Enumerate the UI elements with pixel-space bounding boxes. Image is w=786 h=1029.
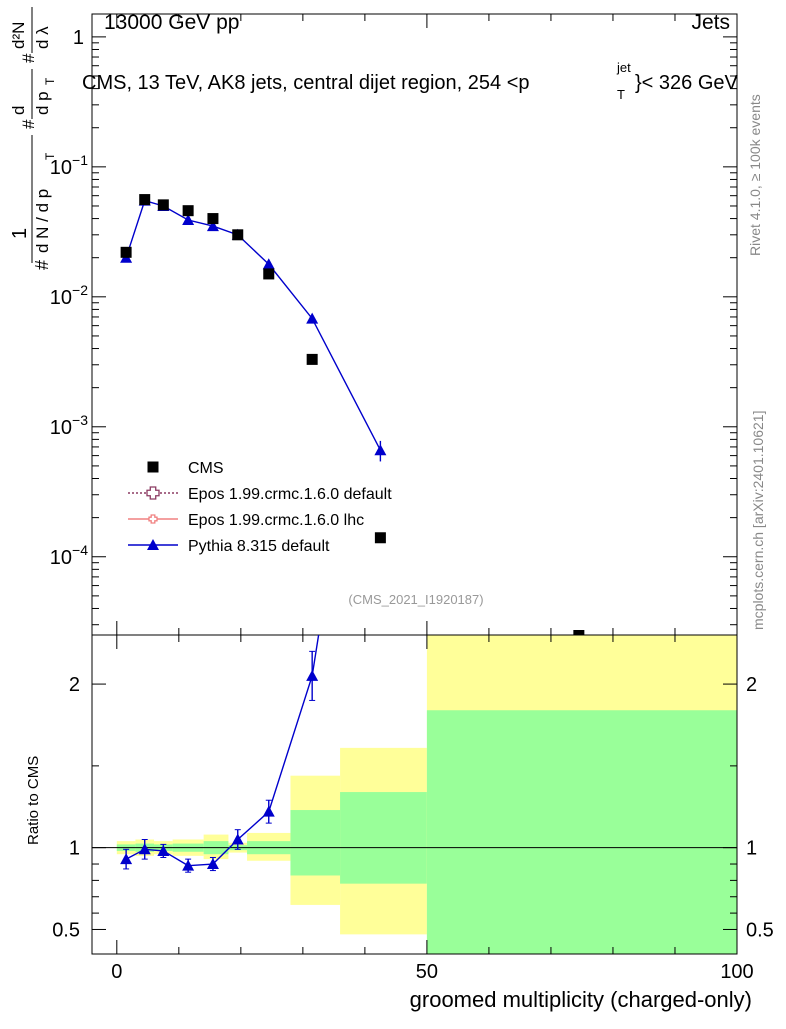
side-text-rivet: Rivet 4.1.0, ≥ 100k events [747,94,763,256]
pythia-ratio-point-5 [231,833,244,845]
pythia-ratio-point-3 [182,859,195,871]
svg-text:CMS, 13 TeV, AK8 jets, central: CMS, 13 TeV, AK8 jets, central dijet reg… [82,72,530,94]
legend-label-1: Epos 1.99.crmc.1.6.0 default [188,486,392,503]
pythia-point-4 [206,220,219,232]
pythia-ratio-point-6 [262,805,275,817]
y-tick-label-ratio-1: 1 [69,838,80,860]
y-tick-label-ratio-2: 2 [69,674,80,696]
svg-text:T: T [617,87,625,102]
legend-label-2: Epos 1.99.crmc.1.6.0 lhc [188,512,364,529]
plot-title: CMS, 13 TeV, AK8 jets, central dijet reg… [82,60,739,102]
pythia-ratio-point-0 [120,853,133,865]
y-tick-label-ratio-right-0: 0.5 [746,919,774,941]
cms-point-6 [263,268,275,280]
legend: CMS Epos 1.99.crmc.1.6.0 default Epos 1.99… [128,460,392,555]
svg-text:}< 326 GeV: }< 326 GeV [635,72,739,94]
cms-point-7 [306,353,318,365]
y-tick-label-main-0: 1 [73,27,84,49]
legend-marker-3 [147,539,159,550]
svg-text:d N / d p: d N / d p [33,189,52,253]
band-green-8 [340,792,427,884]
header-left: 13000 GeV pp [104,11,239,34]
svg-text:#: # [32,260,52,270]
analysis-label: (CMS_2021_I1920187) [348,592,483,607]
x-tick-label-1: 50 [416,961,438,983]
svg-text:jet: jet [616,60,631,75]
main-ylabel: # d N / d p T 1 # d p T d # d λ d²N [9,7,57,270]
ratio-uncertainty-bands [116,635,737,954]
legend-label-0: CMS [188,460,224,477]
cms-point-9 [573,630,585,635]
main-series [120,194,387,544]
x-tick-label-2: 100 [720,961,753,983]
svg-text:d p: d p [33,91,52,115]
cms-point-4 [207,213,219,225]
cms-point-0 [120,246,132,258]
cms-point-5 [232,229,244,241]
pythia-point-8 [374,444,387,456]
svg-text:T: T [43,152,57,160]
ratio-series [120,236,386,873]
pythia-ratio-point-7 [306,669,319,681]
legend-marker-0 [147,461,159,473]
y-tick-label-main-4: 10−4 [50,542,88,569]
pythia-point-6 [262,258,275,270]
svg-text:d: d [9,106,28,115]
legend-marker-2 [148,514,158,524]
ratio-frame [91,634,738,955]
x-axis-label: groomed multiplicity (charged-only) [410,987,752,1012]
ratio-ylabel: Ratio to CMS [25,756,42,845]
x-tick-label-0: 0 [111,961,122,983]
svg-text:#: # [19,53,38,63]
svg-text:d²N: d²N [9,22,28,49]
svg-text:1: 1 [9,228,31,239]
cms-point-overflow [573,630,585,635]
y-tick-label-ratio-right-2: 2 [746,674,757,696]
pythia-ratio-point-8 [374,236,386,247]
band-green-9 [426,710,737,954]
cms-point-1 [139,194,151,206]
pythia-line [125,199,382,451]
pythia-point-7 [306,312,319,324]
svg-text:T: T [43,77,57,85]
y-tick-label-main-3: 10−3 [50,412,88,439]
y-tick-label-main-2: 10−2 [50,282,88,309]
pythia-ratio-point-2 [157,844,170,856]
axis-ticks: 0 50 100 1 10−1 10−2 10−3 10−4 0.5 0.5 1 1 2 2 [50,14,774,983]
y-tick-label-main-1: 10−1 [50,152,88,179]
pythia-point-3 [182,214,195,226]
side-text-mcplots: mcplots.cern.ch [arXiv:2401.10621] [750,411,766,630]
band-green-7 [290,810,341,876]
pythia-ratio-point-1 [138,843,151,855]
y-tick-label-ratio-right-1: 1 [746,838,757,860]
y-tick-label-ratio-0: 0.5 [52,919,80,941]
legend-marker-1 [146,486,160,500]
cms-point-8 [374,532,386,544]
header-right: Jets [691,11,730,34]
svg-text:d λ: d λ [33,26,52,49]
pythia-ratio-point-4 [206,858,219,870]
svg-text:#: # [19,119,38,129]
legend-label-3: Pythia 8.315 default [188,538,330,555]
cms-point-3 [182,205,194,217]
cms-point-2 [157,199,169,211]
